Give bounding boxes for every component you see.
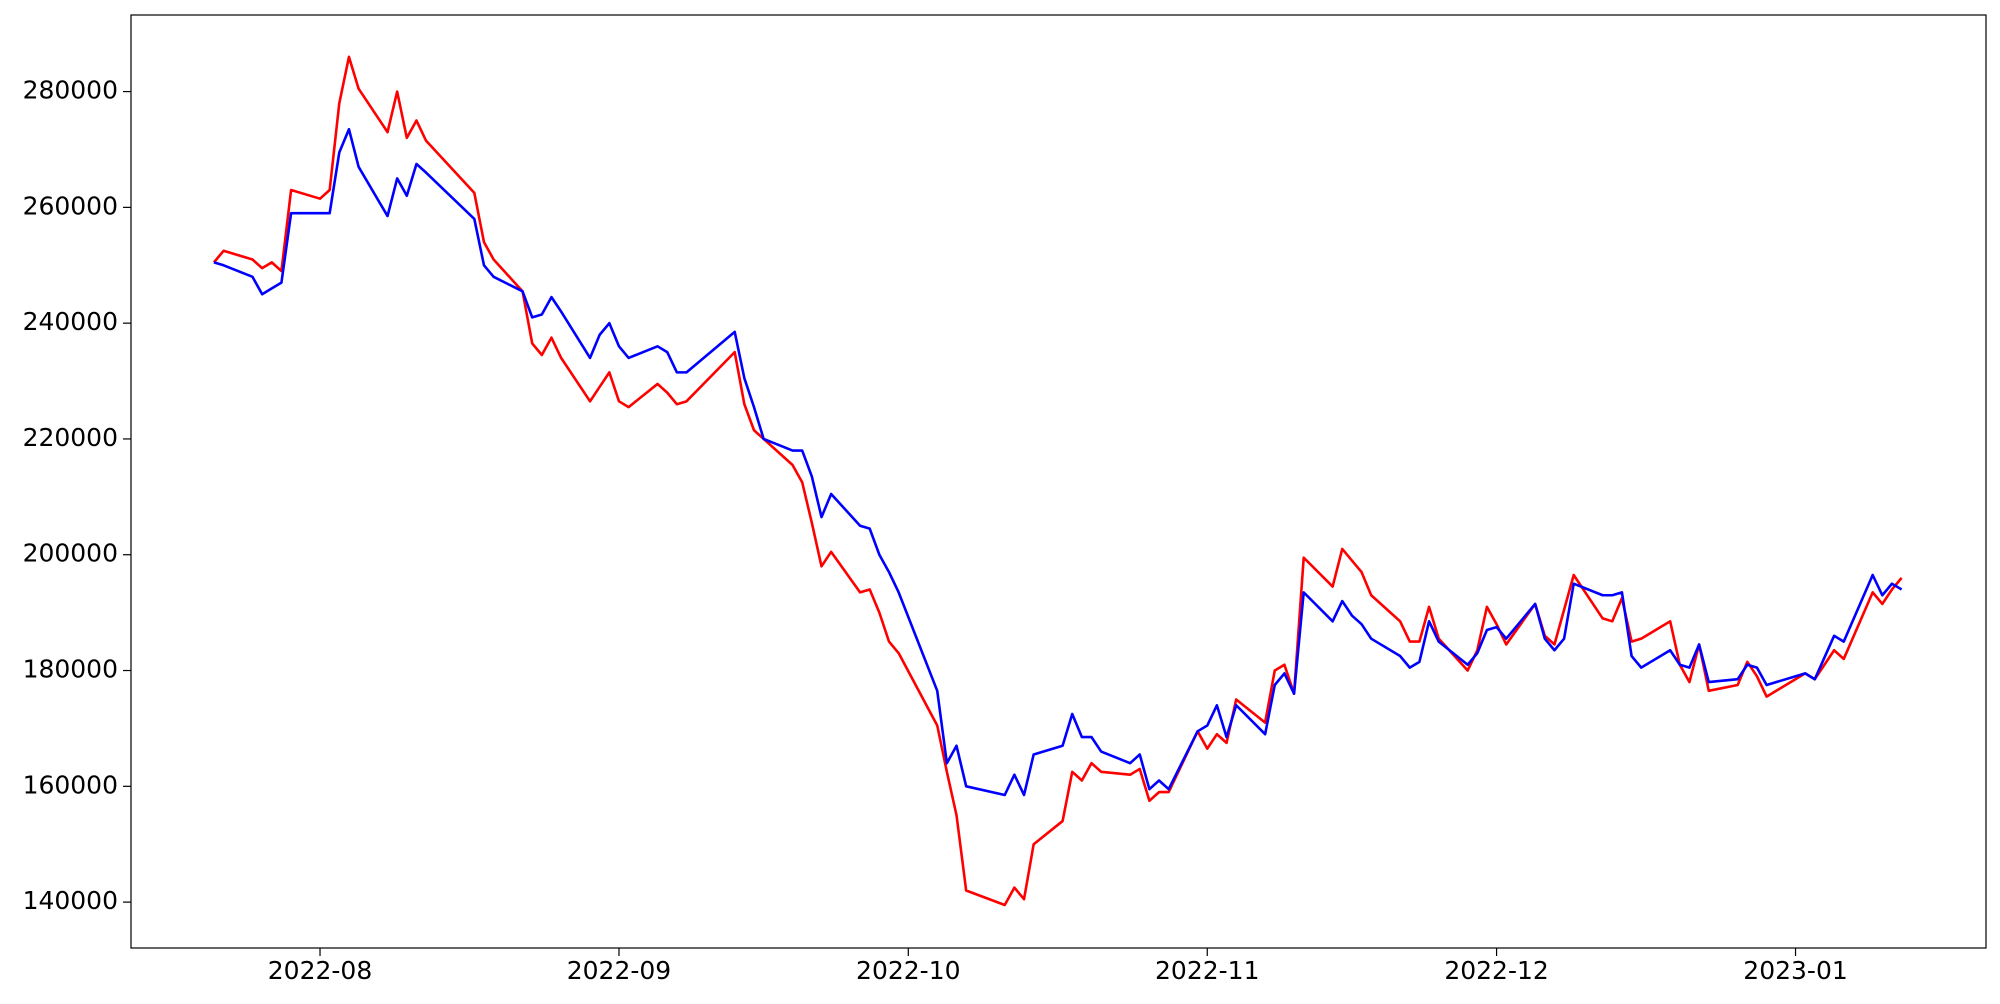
x-tick-label: 2022-08: [268, 956, 372, 985]
x-tick-label: 2023-01: [1743, 956, 1847, 985]
y-tick-label: 180000: [23, 655, 118, 684]
y-tick-label: 160000: [23, 770, 118, 799]
y-tick-label: 260000: [23, 191, 118, 220]
series-line: [212, 55, 1903, 907]
series-line: [213, 127, 1903, 797]
x-tick-label: 2022-12: [1444, 956, 1548, 985]
y-tick-label: 240000: [23, 307, 118, 336]
y-tick-label: 220000: [23, 423, 118, 452]
x-tick-label: 2022-10: [856, 956, 960, 985]
y-tick-label: 140000: [23, 886, 118, 915]
plot-frame: [130, 14, 1987, 949]
x-tick-label: 2022-09: [567, 956, 671, 985]
y-tick-label: 200000: [23, 539, 118, 568]
y-tick-label: 280000: [23, 76, 118, 105]
x-tick-label: 2022-11: [1155, 956, 1259, 985]
